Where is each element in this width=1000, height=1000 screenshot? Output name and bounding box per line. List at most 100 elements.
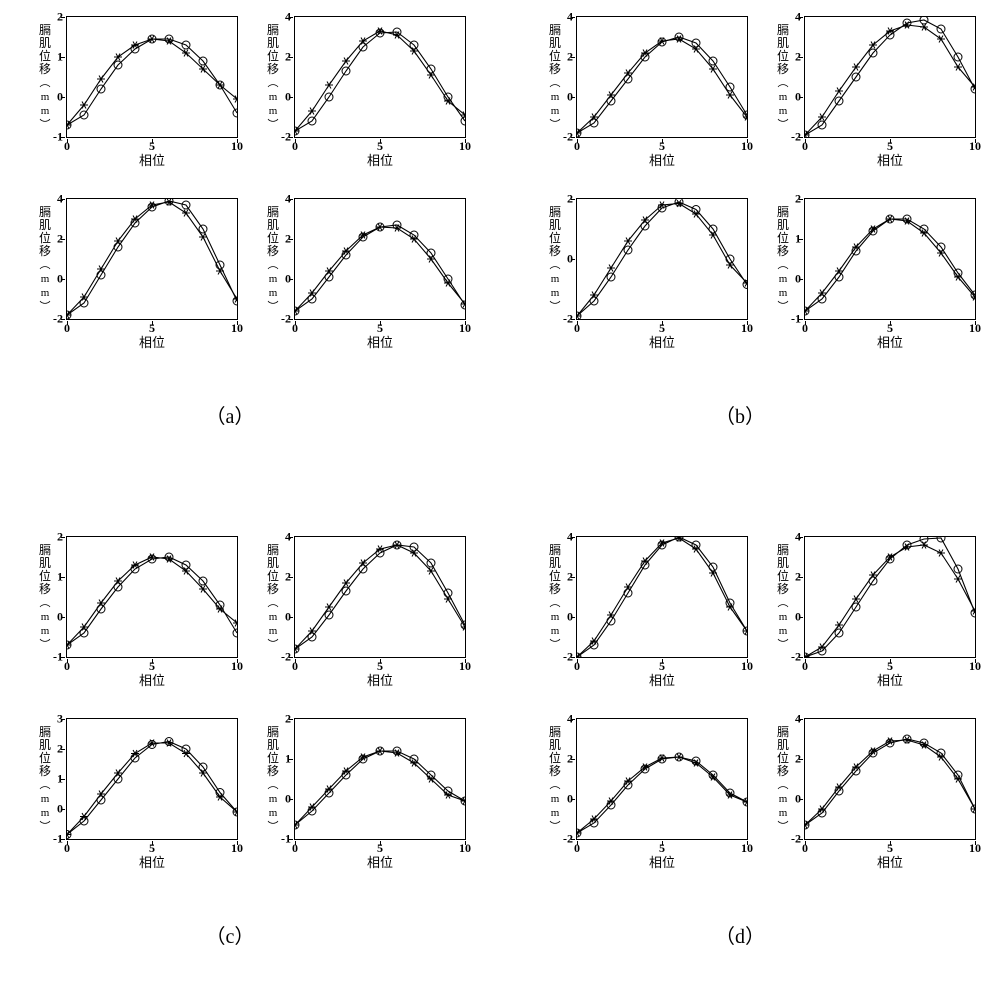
y-tick-label: 4 [57,192,63,207]
plot-svg [805,199,975,319]
y-tick-label: 0 [57,610,63,625]
plot-svg [67,719,237,839]
y-tick-label: 4 [795,712,801,727]
y-tick-label: -2 [791,832,801,847]
y-tick-label: 3 [57,712,63,727]
x-tick-label: 10 [741,321,753,336]
marker-star-icon [80,102,88,109]
panel: 相位-20240510膈肌位移︵mm︶ [576,718,748,840]
y-tick-label: 0 [795,272,801,287]
marker-star-icon [325,604,333,611]
x-tick-label: 0 [574,659,580,674]
y-axis-label: 膈肌位移︵mm︶ [776,24,790,132]
plot-box: 相位-20240510 [66,198,238,320]
x-tick-label: 5 [887,841,893,856]
y-tick-label: -2 [563,832,573,847]
y-tick-label: -2 [281,650,291,665]
series-line [577,202,747,316]
x-tick-label: 0 [64,139,70,154]
quadrant-label-a: （a） [200,400,260,429]
series-line [577,37,747,133]
marker-star-icon [624,238,632,245]
y-tick-label: 0 [285,610,291,625]
series-line [805,538,975,657]
x-tick-label: 10 [231,321,243,336]
y-axis-label: 膈肌位移︵mm︶ [266,726,280,834]
y-tick-label: 0 [57,272,63,287]
marker-star-icon [97,76,105,83]
series-line [295,31,465,131]
x-tick-label: 10 [231,659,243,674]
marker-star-icon [937,550,945,557]
marker-star-icon [342,58,350,65]
marker-star-icon [954,64,962,71]
y-tick-label: 2 [795,752,801,767]
x-tick-label: 5 [377,841,383,856]
marker-star-icon [818,644,826,651]
marker-star-icon [692,211,700,218]
y-tick-label: 1 [795,232,801,247]
y-tick-label: 4 [567,712,573,727]
y-tick-label: -2 [563,312,573,327]
series-line [295,545,465,649]
series-line [67,742,237,835]
y-tick-label: 0 [57,802,63,817]
x-tick-label: 0 [64,841,70,856]
series-line [577,538,747,657]
x-tick-label: 10 [969,139,981,154]
panel: 相位-10120510膈肌位移︵mm︶ [294,718,466,840]
x-tick-label: 10 [969,841,981,856]
x-tick-label: 5 [887,659,893,674]
plot-box: 相位-20240510 [804,16,976,138]
y-tick-label: 2 [285,712,291,727]
x-tick-label: 5 [149,321,155,336]
x-tick-label: 0 [574,139,580,154]
y-tick-label: 4 [285,192,291,207]
x-tick-label: 10 [741,841,753,856]
plot-svg [295,199,465,319]
y-tick-label: -2 [281,312,291,327]
x-tick-label: 0 [292,321,298,336]
series-line [67,557,237,645]
y-tick-label: 2 [57,742,63,757]
plot-svg [67,17,237,137]
plot-box: 相位-20240510 [294,198,466,320]
x-tick-label: 5 [887,139,893,154]
marker-star-icon [607,265,615,272]
y-tick-label: -1 [53,832,63,847]
y-tick-label: -2 [281,130,291,145]
y-tick-label: 4 [567,10,573,25]
x-tick-label: 10 [741,139,753,154]
y-tick-label: 0 [285,272,291,287]
y-tick-label: -1 [53,650,63,665]
y-axis-label: 膈肌位移︵mm︶ [38,24,52,132]
x-tick-label: 0 [574,321,580,336]
series-line [295,545,465,649]
marker-star-icon [726,604,734,611]
plot-box: 相位-10120510 [66,16,238,138]
panel: 相位-20240510膈肌位移︵mm︶ [804,16,976,138]
x-tick-label: 5 [887,321,893,336]
x-tick-label: 10 [459,139,471,154]
series-line [805,740,975,825]
y-axis-label: 膈肌位移︵mm︶ [38,544,52,652]
series-line [805,20,975,135]
y-tick-label: 2 [57,10,63,25]
series-line [577,757,747,833]
plot-box: 相位-20240510 [294,536,466,658]
series-line [67,202,237,315]
y-tick-label: 0 [285,792,291,807]
y-tick-label: 0 [567,90,573,105]
y-tick-label: -1 [281,832,291,847]
x-tick-label: 0 [802,841,808,856]
series-line [577,204,747,317]
x-tick-label: 5 [149,841,155,856]
y-axis-label: 膈肌位移︵mm︶ [266,206,280,314]
y-axis-label: 膈肌位移︵mm︶ [548,544,562,652]
plot-box: 相位-20240510 [804,718,976,840]
x-tick-label: 5 [149,139,155,154]
y-tick-label: -2 [791,650,801,665]
x-tick-label: 10 [459,841,471,856]
series-line [67,557,237,645]
plot-svg [295,17,465,137]
